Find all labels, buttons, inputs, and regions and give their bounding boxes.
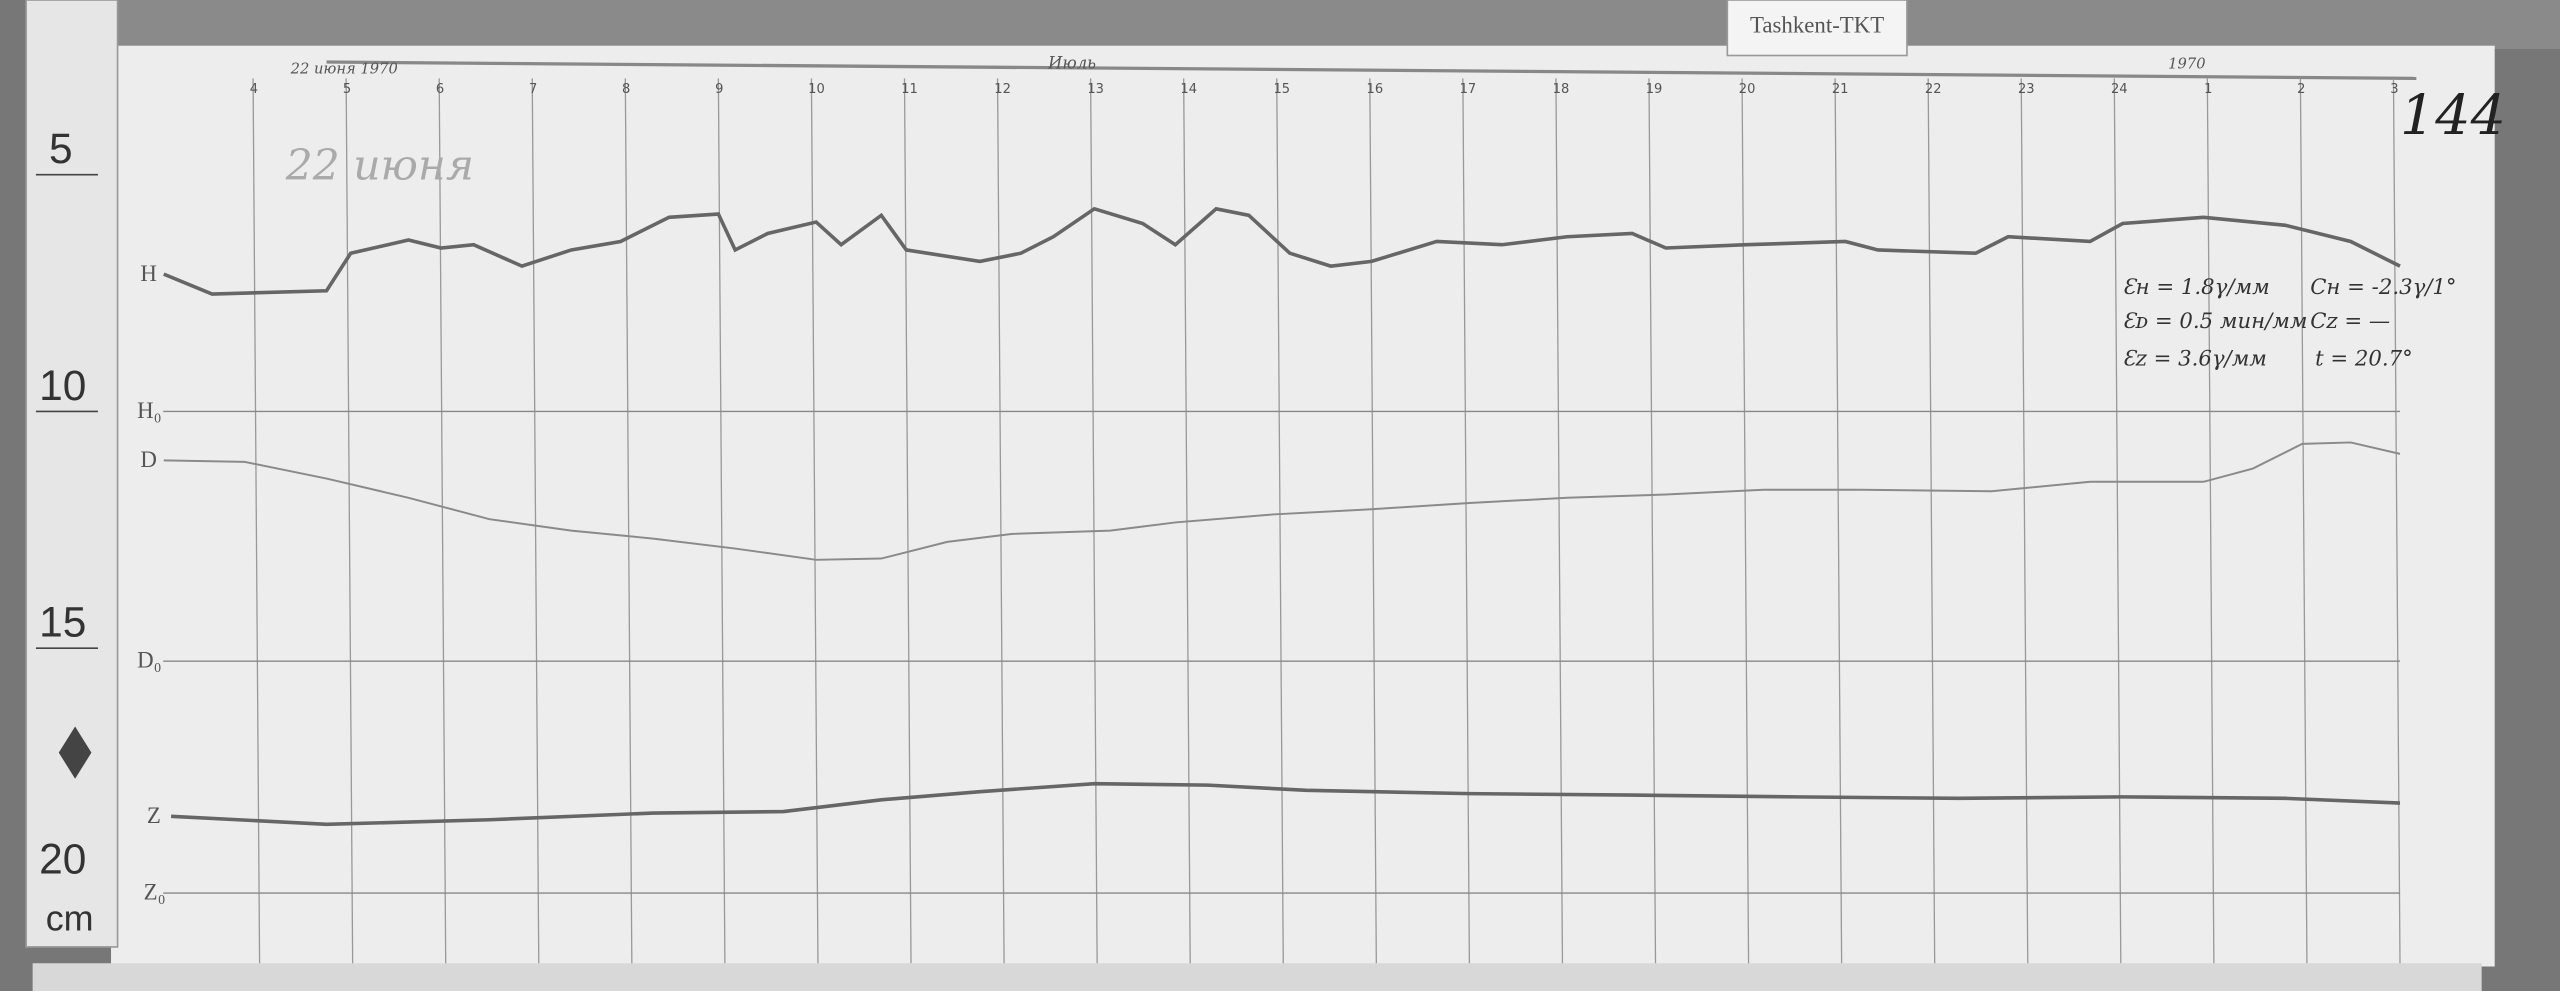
hour-gridline: [1927, 78, 1936, 964]
trace-label-h0: H₀: [137, 398, 161, 423]
hour-gridline: [252, 78, 261, 964]
hour-tick-label: 5: [343, 82, 351, 97]
hour-tick-label: 16: [1367, 82, 1384, 97]
hour-gridline: [2206, 78, 2215, 964]
hour-tick-label: 18: [1553, 82, 1570, 97]
hour-tick-label: 23: [2018, 82, 2035, 97]
ruler-mark: 20: [39, 835, 86, 882]
hour-gridline: [1741, 78, 1750, 964]
calibration-t: t = 20.7°: [2315, 347, 2413, 372]
traces: [163, 206, 2401, 827]
calibration-ez: Ɛᴢ = 3.6γ/мм: [2122, 347, 2266, 372]
trace-h: [163, 206, 2401, 296]
sheet-number: 144: [2400, 83, 2506, 148]
header-note-right: 1970: [2168, 56, 2205, 73]
hour-gridline: [1089, 78, 1098, 964]
header-note-left: 22 июня 1970: [290, 60, 398, 77]
hour-gridline: [1555, 78, 1564, 964]
calibration-eh: Ɛн = 1.8γ/мм: [2122, 275, 2269, 300]
hour-tick-label: 4: [250, 82, 258, 97]
trace-label-d0: D₀: [137, 648, 161, 673]
hour-tick-label: 1: [2204, 82, 2212, 97]
hour-gridline: [903, 78, 912, 964]
ruler-mark: 5: [49, 125, 73, 172]
hour-tick-label: 20: [1739, 82, 1756, 97]
hour-tick-label: 12: [994, 82, 1011, 97]
hour-gridline: [345, 78, 354, 964]
hour-gridline: [810, 78, 819, 964]
hour-grid: [252, 78, 2401, 964]
hour-gridline: [2392, 78, 2401, 964]
hour-tick-label: 10: [808, 82, 825, 97]
trace-d: [163, 441, 2401, 561]
hour-gridline: [1369, 78, 1377, 964]
hour-tick-label: 22: [1925, 82, 1942, 97]
trace-label-z0: Z₀: [144, 880, 166, 905]
hour-gridline: [1648, 78, 1657, 964]
hour-tick-label: 24: [2111, 82, 2128, 97]
top-header-line: [326, 60, 2417, 80]
hour-gridline: [717, 78, 726, 964]
paper-bottom-edge: [32, 963, 2482, 991]
trace-label-h: H: [140, 261, 157, 286]
ruler-mark: 10: [39, 362, 86, 409]
calibration-ch: Cн = -2.3γ/1°: [2310, 275, 2456, 300]
ruler: [25, 0, 119, 948]
hour-tick-label: 7: [529, 82, 537, 97]
hour-tick-label: 9: [715, 82, 723, 97]
hour-tick-label: 15: [1273, 82, 1290, 97]
hour-gridline: [531, 78, 540, 964]
hour-tick-labels: 4 5 6 7 8 9 10 11 12 13 14 15 16 17 18 19 20 21 22 23 24 1 2 3: [250, 82, 2399, 97]
hour-gridline: [2299, 78, 2308, 964]
chart-paper: [111, 45, 2495, 967]
hour-gridline: [1276, 78, 1284, 964]
hour-tick-label: 2: [2297, 82, 2305, 97]
station-label: Tashkent-TKT: [1750, 13, 1884, 38]
calibration-notes: Ɛн = 1.8γ/мм Ɛᴅ = 0.5 мин/мм Ɛᴢ = 3.6γ/м…: [2122, 275, 2456, 372]
hour-tick-label: 11: [901, 82, 918, 97]
top-frame: [97, 0, 2560, 49]
header-note-mid: Июль: [1047, 54, 1096, 73]
ruler-unit: cm: [46, 898, 94, 939]
baselines: [163, 410, 2400, 894]
hour-tick-label: 8: [622, 82, 630, 97]
hour-gridline: [438, 78, 447, 964]
ruler-mark: 15: [39, 599, 86, 646]
hour-tick-label: 17: [1460, 82, 1477, 97]
ruler-marks: 5 10 15 20 cm: [35, 125, 98, 939]
hour-gridline: [2020, 78, 2029, 964]
hour-gridline: [996, 78, 1005, 964]
station-label-card: [1726, 0, 1908, 57]
hour-tick-label: 13: [1087, 82, 1104, 97]
hour-tick-label: 6: [436, 82, 444, 97]
calibration-ed: Ɛᴅ = 0.5 мин/мм: [2122, 309, 2307, 334]
diamond-marker-icon: [58, 726, 92, 779]
hour-gridline: [1834, 78, 1843, 964]
hour-tick-label: 14: [1180, 82, 1197, 97]
hour-tick-label: 21: [1832, 82, 1849, 97]
hour-tick-label: 3: [2390, 82, 2398, 97]
trace-label-d: D: [140, 447, 157, 472]
date-note: 22 июня: [285, 142, 474, 191]
trace-label-z: Z: [147, 803, 161, 828]
trace-z: [171, 781, 2401, 827]
hour-tick-label: 19: [1646, 82, 1663, 97]
hour-gridline: [624, 78, 633, 964]
hour-gridline: [1462, 78, 1471, 964]
calibration-cz: Cᴢ = —: [2310, 309, 2390, 334]
